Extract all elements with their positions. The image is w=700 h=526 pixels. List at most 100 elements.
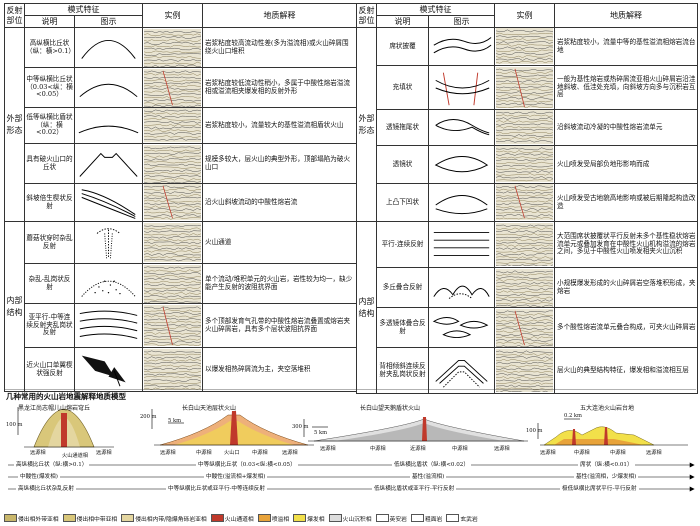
facies-label: 远源相	[320, 446, 336, 452]
diagram-wedge-strong	[74, 347, 143, 392]
facies-label: 中源相	[574, 450, 590, 456]
seismic-example	[142, 107, 203, 144]
model-lava-dome	[17, 407, 114, 448]
arrow-label: 高纵横比丘状（纵:横>0.1）	[14, 460, 90, 468]
seismic-thumbnail	[496, 348, 553, 393]
model-lava-plateau	[537, 418, 688, 446]
row-interp: 岩浆粘度较高流动性差(多为溢流相)或火山碎屑围绕火山口堆积	[202, 27, 357, 68]
legend-label: 侵出相中带亚相	[76, 516, 118, 523]
seismic-example	[142, 143, 203, 184]
facies-label: 中源相	[452, 446, 468, 452]
left-feature-table: 反射部位 模式特征 实例 地质解释 说明 图示 外部形态 高纵横比丘状（纵：横>…	[4, 3, 357, 392]
header-region: 反射部位	[356, 3, 377, 28]
scale-label: 200 m	[140, 414, 157, 420]
right-feature-table: 反射部位 模式特征 实例 地质解释 说明 图示 外部形态 席状披覆 岩浆粘度较小…	[356, 3, 698, 394]
facies-label: 近源相	[410, 446, 426, 452]
facies-label: 火山通道相	[62, 453, 88, 459]
legend-label: 喷溢相	[271, 516, 290, 523]
diagram-parallel	[428, 221, 495, 268]
row-interp: 沿火山斜坡流动的中酸性熔岩流	[202, 183, 357, 222]
seismic-thumbnail	[144, 222, 201, 263]
seismic-thumbnail	[144, 28, 201, 67]
header-interpretation: 地质解释	[202, 3, 357, 28]
geological-models-panel	[4, 389, 696, 492]
row-interp: 单个流动/堆积单元的火山岩，岩性较为均一，缺少能产生反射的波阻抗界面	[202, 263, 357, 304]
diagram-chaotic	[74, 263, 143, 304]
legend-swatch	[328, 514, 342, 522]
legend-item: 火山通道相	[210, 514, 254, 523]
header-interpretation: 地质解释	[554, 3, 698, 28]
seismic-thumbnail	[496, 110, 553, 145]
seismic-thumbnail	[496, 66, 553, 109]
legend-item: 玄武岩	[446, 514, 478, 523]
seismic-example	[494, 145, 555, 184]
seismic-example	[494, 109, 555, 146]
row-desc: 亚平行-中等连续反射夹乱岗状反射	[24, 303, 75, 348]
row-interp: 以爆发相热碎屑流为主，夹空落堆积	[202, 347, 357, 392]
diagram-multi-mound	[428, 267, 495, 308]
seismic-thumbnail	[144, 144, 201, 183]
diagram-sheet-drape	[428, 27, 495, 66]
arrow-label: 中酸性(爆发相)	[18, 472, 60, 480]
facies-label: 远源相	[30, 450, 46, 456]
region-outer-right: 外部形态	[356, 27, 377, 222]
row-desc: 平行-连续反射	[376, 221, 429, 268]
arrow-label: 席状（纵:横<0.01）	[578, 460, 635, 468]
models-title: 几种常用的火山岩地震解释地质模型	[6, 392, 126, 401]
legend-label: 玄武岩	[460, 516, 478, 523]
facies-label: 远源相	[494, 446, 510, 452]
diagram-lens-tail	[428, 109, 495, 146]
row-interp: 一般为基性熔岩或热碎屑流亚相火山碎屑岩沿洼地斜坡、低洼处充填，向斜坡方向多与沉积…	[554, 65, 698, 110]
arrow-label: 中等纵横比丘状（0.03<纵:横<0.05）	[196, 460, 298, 468]
region-inner-right: 内部结构	[356, 221, 377, 394]
arrow-label: 低纵横比盾状（纵:横<0.02）	[392, 460, 471, 468]
row-interp: 火山通道	[202, 221, 357, 264]
seismic-thumbnail	[144, 304, 201, 347]
facies-label: 中源相	[370, 446, 386, 452]
row-desc: 杂乱-乱岗状反射	[24, 263, 75, 304]
header-region: 反射部位	[4, 3, 25, 28]
row-interp: 岩浆粘度较小，流量中等的基性溢流相熔岩流台地	[554, 27, 698, 66]
row-desc: 高纵横比丘状（纵：横>0.1）	[24, 27, 75, 68]
diagram-caldera-mound	[74, 143, 143, 184]
row-desc: 上凸下凹状	[376, 183, 429, 222]
seismic-thumbnail	[144, 68, 201, 107]
row-interp: 小规模爆发形成的火山碎屑岩空落堆积形成，夹熔岩	[554, 267, 698, 308]
model-4-label: 五大连池火山岩台地	[580, 405, 635, 412]
facies-label: 远源相	[646, 450, 662, 456]
facies-label: 中源相	[252, 450, 268, 456]
seismic-example	[142, 303, 203, 348]
seismic-example	[142, 347, 203, 392]
row-desc: 蘑菇状穿时杂乱反射	[24, 221, 75, 264]
row-desc: 背相倾斜连续反射夹乱岗状反射	[376, 347, 429, 394]
scale-label: 0.2 km	[564, 413, 582, 419]
arrow-label: 基性(溢流相，少爆发相)	[574, 472, 639, 480]
arrow-label: 极低纵横比席状平行-平行反射	[560, 484, 639, 492]
legend-swatch	[410, 514, 424, 522]
facies-label: 远源相	[160, 450, 176, 456]
facies-label: 中源相	[196, 450, 212, 456]
legend-item: 爆发相	[293, 514, 325, 523]
row-interp: 火山喷发受局部负地形影响而成	[554, 145, 698, 184]
seismic-thumbnail	[144, 348, 201, 391]
legend-item: 侵出相中带亚相	[62, 514, 118, 523]
legend-swatch	[293, 514, 307, 522]
row-desc: 具有破火山口的丘状	[24, 143, 75, 184]
row-interp: 岩浆粘度较小，流量较大的基性溢流相盾状火山	[202, 107, 357, 144]
legend-swatch	[121, 514, 135, 522]
header-diagram: 图示	[74, 15, 143, 28]
arrow-label: 中酸性(溢流相+爆发相)	[204, 472, 268, 480]
seismic-example	[494, 307, 555, 348]
row-interp: 多个顶部发育气孔带的中酸性熔岩流叠置或熔岩夹火山碎屑岩，具有多个层状波阻抗界面	[202, 303, 357, 348]
legend-label: 火山沉积相	[342, 516, 372, 523]
diagram-shield	[74, 107, 143, 144]
row-desc: 充填状	[376, 65, 429, 110]
legend-item: 喷溢相	[257, 514, 290, 523]
scale-label: 5 km	[314, 430, 328, 436]
seismic-example	[494, 65, 555, 110]
diagram-convex-concave	[428, 183, 495, 222]
header-mode-feature: 模式特征	[376, 3, 495, 16]
seismic-thumbnail	[496, 28, 553, 65]
arrow-label: 中等纵横比丘状或亚平行-中等连续反射	[166, 484, 267, 492]
header-example: 实例	[494, 3, 555, 28]
